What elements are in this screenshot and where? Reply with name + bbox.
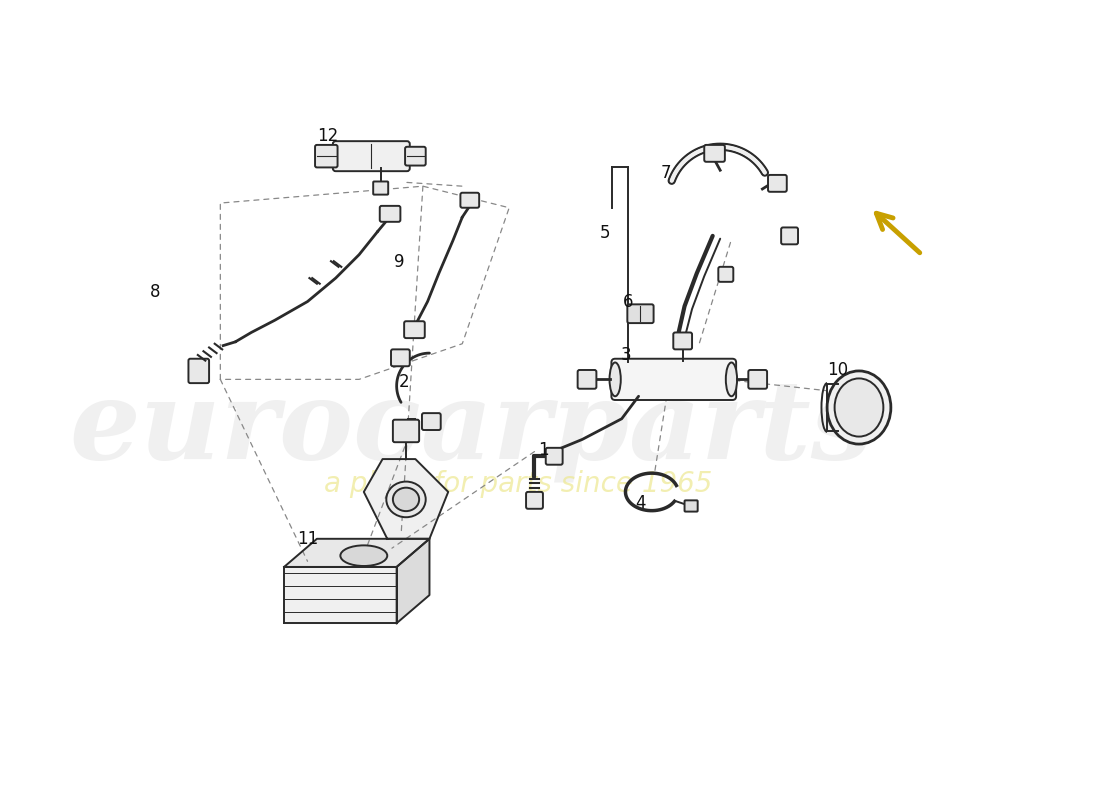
Polygon shape [284, 567, 397, 623]
FancyBboxPatch shape [781, 227, 798, 244]
Ellipse shape [827, 371, 891, 444]
FancyBboxPatch shape [684, 500, 697, 512]
FancyBboxPatch shape [393, 420, 419, 442]
FancyBboxPatch shape [526, 492, 543, 509]
FancyBboxPatch shape [546, 448, 562, 465]
FancyBboxPatch shape [673, 333, 692, 350]
Text: 12: 12 [318, 126, 339, 145]
FancyBboxPatch shape [612, 358, 736, 400]
Text: 3: 3 [621, 346, 631, 364]
Polygon shape [364, 459, 448, 538]
Text: 5: 5 [600, 224, 610, 242]
Polygon shape [284, 538, 429, 567]
FancyBboxPatch shape [373, 182, 388, 194]
Polygon shape [397, 538, 429, 623]
Ellipse shape [609, 362, 620, 396]
FancyBboxPatch shape [405, 146, 426, 166]
Text: 4: 4 [635, 494, 646, 512]
FancyBboxPatch shape [188, 358, 209, 383]
FancyBboxPatch shape [461, 193, 480, 208]
FancyBboxPatch shape [578, 370, 596, 389]
FancyBboxPatch shape [718, 267, 734, 282]
FancyBboxPatch shape [627, 304, 653, 323]
Ellipse shape [340, 546, 387, 566]
Text: eurocarparts: eurocarparts [69, 374, 873, 482]
FancyBboxPatch shape [748, 370, 767, 389]
FancyBboxPatch shape [404, 322, 425, 338]
Ellipse shape [726, 362, 737, 396]
FancyBboxPatch shape [422, 413, 441, 430]
Text: 1: 1 [539, 441, 549, 458]
FancyBboxPatch shape [768, 175, 786, 192]
Ellipse shape [835, 378, 883, 437]
Text: 11: 11 [297, 530, 318, 548]
Text: 7: 7 [660, 164, 671, 182]
FancyBboxPatch shape [333, 141, 410, 171]
FancyBboxPatch shape [704, 145, 725, 162]
Ellipse shape [386, 482, 426, 518]
Text: 6: 6 [623, 293, 634, 310]
Text: a place for parts since 1965: a place for parts since 1965 [324, 470, 713, 498]
FancyBboxPatch shape [379, 206, 400, 222]
FancyBboxPatch shape [315, 145, 338, 167]
Text: 9: 9 [394, 253, 405, 271]
FancyBboxPatch shape [390, 350, 410, 366]
Text: 10: 10 [827, 361, 848, 379]
Text: 2: 2 [399, 373, 409, 391]
Ellipse shape [393, 488, 419, 511]
Text: 8: 8 [150, 283, 160, 301]
